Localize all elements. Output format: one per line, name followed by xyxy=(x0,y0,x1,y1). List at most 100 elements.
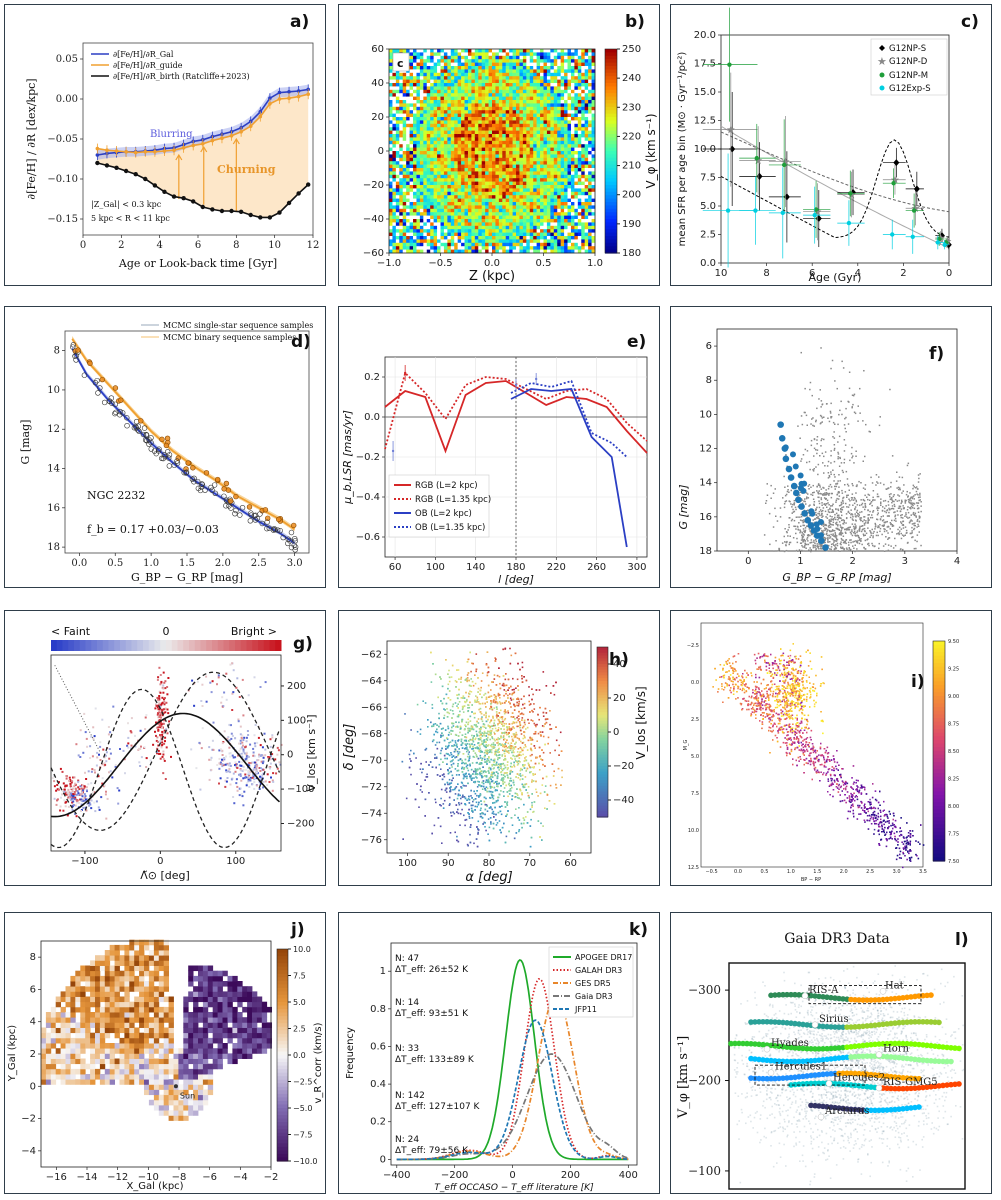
heatmap-cell xyxy=(588,55,592,60)
panel-label-f: f) xyxy=(929,344,944,364)
heatmap-cell xyxy=(426,236,431,240)
field-star xyxy=(899,505,902,508)
heatmap-cell xyxy=(574,120,579,125)
heatmap-cell xyxy=(546,103,551,108)
heatmap-cell xyxy=(536,79,541,84)
heatmap-cell xyxy=(392,222,397,227)
heatmap-cell xyxy=(467,151,472,155)
heatmap-cell xyxy=(392,151,397,155)
heatmap-cell xyxy=(492,103,496,108)
heatmap-cell xyxy=(389,188,393,193)
field-star xyxy=(769,543,771,546)
cluster-star xyxy=(143,431,149,438)
heatmap-cell xyxy=(557,83,561,87)
heatmap-cell xyxy=(478,157,483,162)
field-star xyxy=(790,489,792,492)
heatmap-cell xyxy=(570,134,575,138)
heatmap-cell xyxy=(437,52,441,57)
heatmap-cell xyxy=(433,79,438,84)
heatmap-cell xyxy=(502,76,507,80)
heatmap-cell xyxy=(526,232,531,237)
heatmap-cell xyxy=(526,208,531,213)
field-star xyxy=(825,489,827,491)
heatmap-cell xyxy=(567,164,572,169)
heatmap-cell xyxy=(467,219,472,223)
heatmap-cell xyxy=(540,113,544,118)
heatmap-cell xyxy=(522,246,527,250)
heatmap-cell xyxy=(454,164,458,169)
heatmap-cell xyxy=(437,219,441,223)
heatmap-cell xyxy=(392,83,397,87)
heatmap-cell xyxy=(557,229,561,233)
heatmap-cell xyxy=(492,225,496,230)
heatmap-cell xyxy=(498,195,503,199)
heatmap-cell xyxy=(577,117,582,121)
heatmap-cell xyxy=(560,106,565,111)
heatmap-cell xyxy=(526,222,531,227)
heatmap-cell xyxy=(540,225,544,230)
heatmap-cell xyxy=(564,147,568,152)
heatmap-cell xyxy=(474,212,479,216)
heatmap-cell xyxy=(481,185,486,189)
heatmap-cell xyxy=(502,134,507,138)
field-star xyxy=(910,507,912,510)
field-star xyxy=(820,347,822,349)
heatmap-cell xyxy=(433,215,438,220)
heatmap-cell xyxy=(471,79,476,84)
heatmap-cell xyxy=(413,202,417,206)
heatmap-cell xyxy=(447,239,452,244)
heatmap-cell xyxy=(395,222,400,227)
heatmap-cell xyxy=(581,59,586,63)
heatmap-cell xyxy=(457,168,462,172)
heatmap-cell xyxy=(577,174,582,179)
heatmap-cell xyxy=(550,178,555,182)
heatmap-cell xyxy=(399,144,404,148)
heatmap-cell xyxy=(409,246,414,250)
heatmap-cell xyxy=(416,110,421,114)
heatmap-cell xyxy=(413,76,417,80)
field-star xyxy=(799,530,802,533)
heatmap-cell xyxy=(584,49,589,53)
data-point-2 xyxy=(210,207,215,212)
colorbar-b-segment xyxy=(605,232,617,237)
heatmap-cell xyxy=(505,62,510,67)
heatmap-cell xyxy=(488,185,493,189)
heatmap-cell xyxy=(584,208,589,213)
heatmap-cell xyxy=(478,202,483,206)
colorbar-b-segment xyxy=(605,72,617,77)
heatmap-cell xyxy=(526,236,531,240)
heatmap-cell xyxy=(392,161,397,165)
heatmap-cell xyxy=(447,110,452,114)
heatmap-cell xyxy=(474,55,479,60)
heatmap-cell xyxy=(423,93,428,97)
heatmap-cell xyxy=(426,52,431,57)
heatmap-cell xyxy=(577,157,582,162)
field-star xyxy=(818,510,821,513)
heatmap-cell xyxy=(519,195,524,199)
y-tick-label: 0.05 xyxy=(56,54,78,65)
heatmap-cell xyxy=(454,79,458,84)
heatmap-cell xyxy=(492,239,496,244)
heatmap-cell xyxy=(495,127,500,131)
heatmap-cell xyxy=(550,137,555,142)
heatmap-cell xyxy=(502,110,507,114)
heatmap-cell xyxy=(461,246,465,250)
heatmap-cell xyxy=(419,191,424,196)
heatmap-cell xyxy=(567,202,572,206)
x-axis-label-a: Age or Look-back time [Gyr] xyxy=(118,257,277,270)
heatmap-cell xyxy=(502,100,507,104)
heatmap-cell xyxy=(553,130,558,135)
heatmap-cell xyxy=(478,76,483,80)
heatmap-cell xyxy=(498,164,503,169)
heatmap-cell xyxy=(509,117,513,121)
heatmap-cell xyxy=(437,86,441,91)
field-star xyxy=(826,499,829,502)
heatmap-cell xyxy=(488,229,493,233)
heatmap-cell xyxy=(577,246,582,250)
heatmap-cell xyxy=(546,188,551,193)
heatmap-cell xyxy=(581,100,586,104)
heatmap-cell xyxy=(392,117,397,121)
heatmap-cell xyxy=(437,140,441,145)
heatmap-cell xyxy=(488,106,493,111)
heatmap-cell xyxy=(389,49,393,53)
